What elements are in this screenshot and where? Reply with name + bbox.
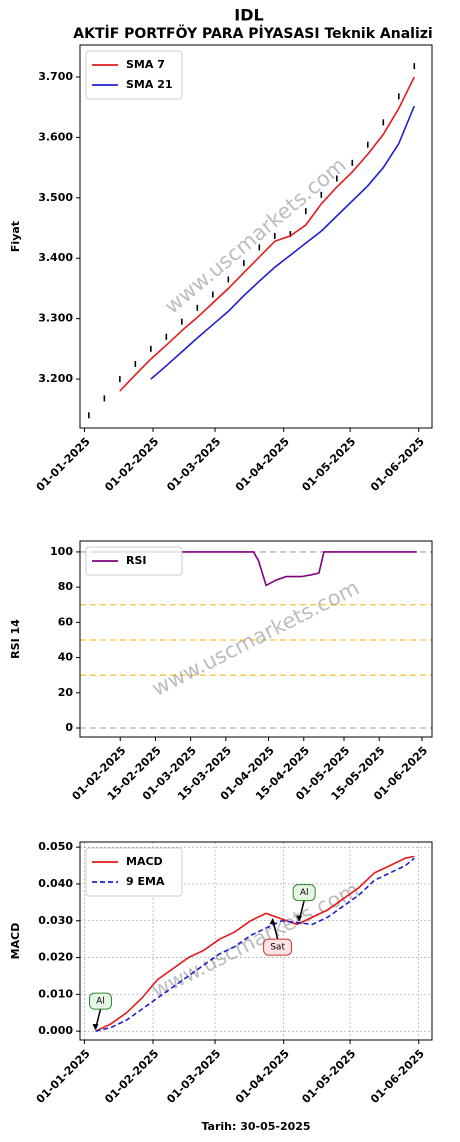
series-line: [95, 855, 415, 1032]
y-tick-label: 0.040: [38, 877, 73, 890]
legend-label: RSI: [126, 554, 147, 567]
y-tick-label: 0.000: [38, 1024, 73, 1037]
x-axis-label: Tarih: 30-05-2025: [201, 1120, 310, 1133]
legend-label: MACD: [126, 855, 163, 868]
y-tick-label: 3.400: [38, 251, 73, 264]
plot-frame: [79, 44, 433, 429]
legend-box: [85, 50, 183, 100]
y-tick-label: 0.050: [38, 840, 73, 853]
x-tick-label: 01-05-2025: [299, 1047, 358, 1106]
arrow-head: [269, 918, 276, 925]
y-tick-label: 3.300: [38, 312, 73, 325]
annotation-box: [292, 884, 316, 902]
y-tick-label: 80: [58, 580, 74, 593]
y-tick-label: 60: [58, 615, 74, 628]
annotation-box: [88, 992, 112, 1010]
watermark: www.uscmarkets.com: [160, 153, 351, 319]
y-tick-label: 0: [65, 721, 73, 734]
x-tick-label: 01-01-2025: [34, 435, 93, 494]
x-tick-label: 01-01-2025: [34, 1047, 93, 1106]
y-tick-label: 3.500: [38, 191, 73, 204]
x-tick-label: 01-04-2025: [233, 1047, 292, 1106]
x-tick-label: 01-03-2025: [164, 435, 223, 494]
annotation-label: Al: [300, 888, 309, 898]
legend-label: 9 EMA: [126, 875, 165, 888]
x-tick-label: 01-02-2025: [102, 1047, 161, 1106]
x-tick-label: 01-04-2025: [233, 435, 292, 494]
x-tick-label: 01-05-2025: [299, 435, 358, 494]
y-axis-label: RSI 14: [9, 619, 22, 659]
annotation-label: Al: [96, 997, 105, 1007]
legend-box: [85, 546, 183, 576]
y-tick-label: 3.700: [38, 70, 73, 83]
plot-frame: [79, 841, 433, 1041]
chart-subtitle: AKTİF PORTFÖY PARA PİYASASI Teknik Anali…: [73, 24, 432, 42]
y-tick-label: 20: [58, 686, 74, 699]
y-tick-label: 0.020: [38, 951, 73, 964]
annotation-box: [263, 938, 293, 956]
y-tick-label: 0.030: [38, 914, 73, 927]
arrow-head: [92, 1024, 99, 1031]
x-tick-label: 01-06-2025: [368, 1047, 427, 1106]
legend-label: SMA 7: [126, 58, 165, 71]
y-tick-label: 100: [50, 545, 73, 558]
series-line: [119, 76, 416, 392]
watermark: www.uscmarkets.com: [148, 575, 363, 700]
legend-label: SMA 21: [126, 78, 173, 91]
series-line: [150, 105, 416, 380]
chart-title: IDL: [234, 6, 263, 25]
y-tick-label: 0.010: [38, 987, 73, 1000]
y-tick-label: 3.200: [38, 372, 73, 385]
y-axis-label: Fiyat: [9, 221, 22, 252]
annotation-label: Sat: [270, 943, 285, 953]
arrow-head: [296, 915, 303, 922]
x-tick-label: 01-03-2025: [164, 1047, 223, 1106]
x-tick-label: 01-06-2025: [368, 435, 427, 494]
y-tick-label: 3.600: [38, 130, 73, 143]
legend-box: [85, 847, 183, 897]
plot-frame: [79, 540, 433, 738]
series-line: [95, 857, 415, 1032]
y-axis-label: MACD: [9, 923, 22, 960]
x-tick-label: 01-02-2025: [102, 435, 161, 494]
y-tick-label: 40: [58, 651, 74, 664]
